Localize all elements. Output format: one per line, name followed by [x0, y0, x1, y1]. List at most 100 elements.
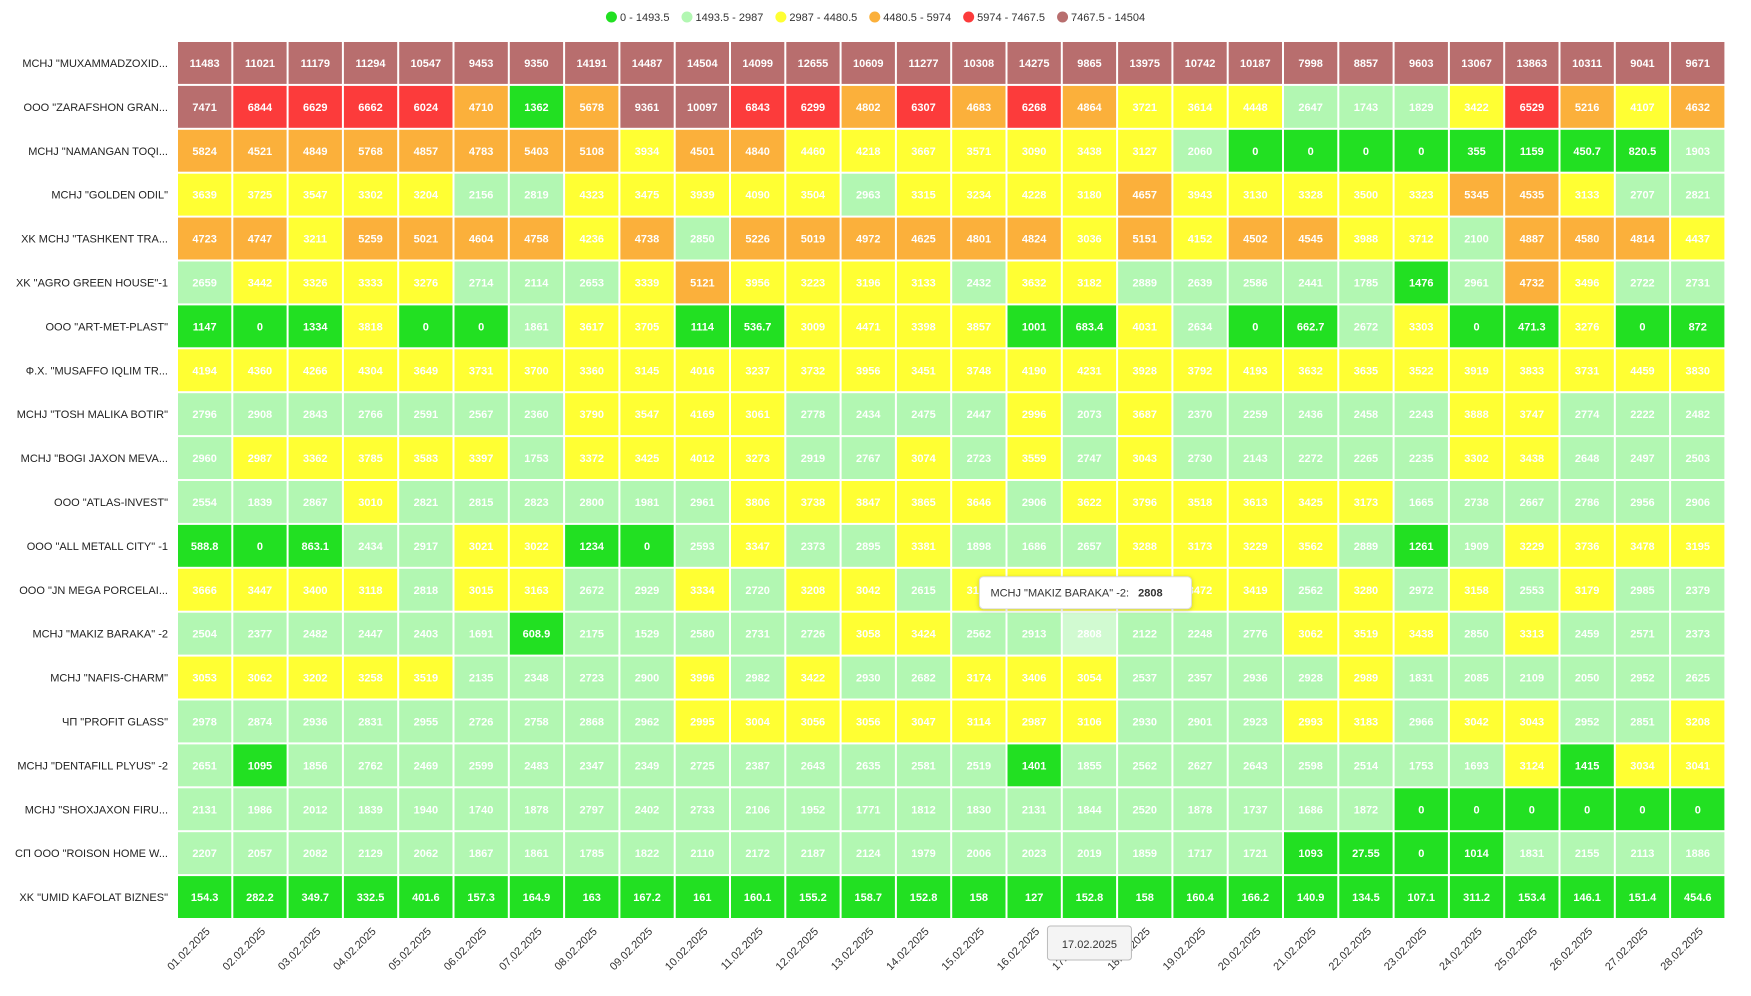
heatmap-cell[interactable]: 1014: [1449, 832, 1504, 875]
heatmap-cell[interactable]: 1665: [1394, 481, 1448, 523]
heatmap-cell[interactable]: 3034: [1615, 744, 1670, 787]
heatmap-cell[interactable]: 1898: [952, 524, 1006, 567]
heatmap-cell[interactable]: 3504: [786, 173, 840, 216]
heatmap-cell[interactable]: 2993: [1284, 700, 1338, 743]
heatmap-cell[interactable]: 151.4: [1615, 876, 1670, 918]
chart-legend[interactable]: 0 - 1493.5 1493.5 - 2987 2987 - 4480.5 4480…: [605, 11, 1145, 25]
heatmap-cell[interactable]: 1529: [620, 612, 674, 655]
heatmap-cell[interactable]: 2936: [1228, 656, 1282, 699]
heatmap-cell[interactable]: 4972: [841, 217, 895, 260]
heatmap-cell[interactable]: 3919: [1449, 349, 1504, 392]
heatmap-cell[interactable]: 1721: [1228, 832, 1282, 875]
heatmap-cell[interactable]: 1829: [1394, 85, 1448, 128]
heatmap-cell[interactable]: 166.2: [1228, 876, 1282, 918]
heatmap-cell[interactable]: 3180: [1062, 173, 1117, 216]
heatmap-cell[interactable]: 2952: [1560, 700, 1614, 743]
heatmap-cell[interactable]: 2808: [1062, 612, 1117, 655]
heatmap-cell[interactable]: 2731: [731, 612, 785, 655]
heatmap-cell[interactable]: 6843: [731, 85, 785, 128]
heatmap-cell[interactable]: 2726: [454, 700, 508, 743]
heatmap-cell[interactable]: 161: [675, 876, 729, 918]
heatmap-cell[interactable]: 2720: [731, 568, 785, 611]
heatmap-cell[interactable]: 4501: [675, 129, 729, 172]
heatmap-cell[interactable]: 2786: [1560, 481, 1614, 523]
heatmap-cell[interactable]: 3738: [786, 481, 840, 523]
heatmap-cell[interactable]: 13067: [1449, 42, 1504, 84]
heatmap-cell[interactable]: 9671: [1671, 42, 1725, 84]
heatmap-cell[interactable]: 5151: [1118, 217, 1172, 260]
heatmap-cell[interactable]: 2143: [1228, 437, 1282, 479]
heatmap-cell[interactable]: 9361: [620, 85, 674, 128]
heatmap-cell[interactable]: 3649: [399, 349, 453, 392]
heatmap-cell[interactable]: 3326: [288, 261, 342, 304]
heatmap-cell[interactable]: 1691: [454, 612, 508, 655]
heatmap-cell[interactable]: 6844: [233, 85, 287, 128]
heatmap-cell[interactable]: 4723: [178, 217, 232, 260]
heatmap-cell[interactable]: 4218: [841, 129, 895, 172]
heatmap-cell[interactable]: 4190: [1007, 349, 1061, 392]
heatmap-cell[interactable]: 2349: [620, 744, 674, 787]
heatmap-cell[interactable]: 3362: [288, 437, 342, 479]
heatmap-cell[interactable]: 3062: [233, 656, 287, 699]
heatmap-cell[interactable]: 2591: [399, 393, 453, 436]
heatmap-cell[interactable]: 3042: [1449, 700, 1504, 743]
heatmap-cell[interactable]: 2901: [1173, 700, 1227, 743]
heatmap-cell[interactable]: 1867: [454, 832, 508, 875]
heatmap-cell[interactable]: 1831: [1505, 832, 1559, 875]
heatmap-cell[interactable]: 5226: [731, 217, 785, 260]
heatmap-cell[interactable]: 2537: [1118, 656, 1172, 699]
heatmap-cell[interactable]: 3419: [1228, 568, 1282, 611]
heatmap-cell[interactable]: 4683: [952, 85, 1006, 128]
heatmap-cell[interactable]: 3847: [841, 481, 895, 523]
heatmap-cell[interactable]: 4632: [1671, 85, 1725, 128]
heatmap-cell[interactable]: 3943: [1173, 173, 1227, 216]
heatmap-cell[interactable]: 2831: [343, 700, 398, 743]
heatmap-cell[interactable]: 4814: [1615, 217, 1670, 260]
heatmap-cell[interactable]: 2714: [454, 261, 508, 304]
heatmap-cell[interactable]: 3796: [1118, 481, 1172, 523]
heatmap-cell[interactable]: 4802: [841, 85, 895, 128]
heatmap-cell[interactable]: 3398: [896, 305, 951, 348]
heatmap-cell[interactable]: 4228: [1007, 173, 1061, 216]
heatmap-cell[interactable]: 1830: [952, 788, 1006, 831]
heatmap-cell[interactable]: 0: [1228, 129, 1282, 172]
heatmap-cell[interactable]: 0: [1339, 129, 1393, 172]
heatmap-cell[interactable]: 2272: [1284, 437, 1338, 479]
heatmap-cell[interactable]: 3208: [1671, 700, 1725, 743]
heatmap-cell[interactable]: 2135: [454, 656, 508, 699]
heatmap-cell[interactable]: 2562: [1118, 744, 1172, 787]
heatmap-cell[interactable]: 2519: [952, 744, 1006, 787]
heatmap-cell[interactable]: 3447: [233, 568, 287, 611]
heatmap-cell[interactable]: 3163: [509, 568, 564, 611]
heatmap-cell[interactable]: 2936: [288, 700, 342, 743]
heatmap-cell[interactable]: 0: [1394, 788, 1448, 831]
legend-item[interactable]: 0 - 1493.5: [605, 11, 670, 25]
heatmap-cell[interactable]: 2348: [509, 656, 564, 699]
heatmap-cell[interactable]: 2651: [178, 744, 232, 787]
heatmap-cell[interactable]: 2634: [1173, 305, 1227, 348]
heatmap-cell[interactable]: 2868: [565, 700, 619, 743]
heatmap-cell[interactable]: 2723: [565, 656, 619, 699]
heatmap-cell[interactable]: 3339: [620, 261, 674, 304]
legend-item[interactable]: 4480.5 - 5974: [869, 11, 951, 25]
heatmap-cell[interactable]: 3381: [896, 524, 951, 567]
heatmap-cell[interactable]: 2797: [565, 788, 619, 831]
heatmap-cell[interactable]: 2989: [1339, 656, 1393, 699]
heatmap-cell[interactable]: 3700: [509, 349, 564, 392]
heatmap-cell[interactable]: 10311: [1560, 42, 1614, 84]
heatmap-cell[interactable]: 3518: [1173, 481, 1227, 523]
heatmap-cell[interactable]: 6024: [399, 85, 453, 128]
heatmap-cell[interactable]: 10547: [399, 42, 453, 84]
heatmap-cell[interactable]: 1717: [1173, 832, 1227, 875]
heatmap-cell[interactable]: 3785: [343, 437, 398, 479]
heatmap-cell[interactable]: 4857: [399, 129, 453, 172]
heatmap-cell[interactable]: 0: [1615, 788, 1670, 831]
heatmap-cell[interactable]: 1861: [509, 832, 564, 875]
heatmap-cell[interactable]: 3047: [896, 700, 951, 743]
heatmap-cell[interactable]: 3334: [675, 568, 729, 611]
heatmap-cell[interactable]: 2867: [288, 481, 342, 523]
heatmap-cell[interactable]: 2725: [675, 744, 729, 787]
heatmap-cell[interactable]: 3712: [1394, 217, 1448, 260]
heatmap-cell[interactable]: 4459: [1615, 349, 1670, 392]
heatmap-cell[interactable]: 5216: [1560, 85, 1614, 128]
